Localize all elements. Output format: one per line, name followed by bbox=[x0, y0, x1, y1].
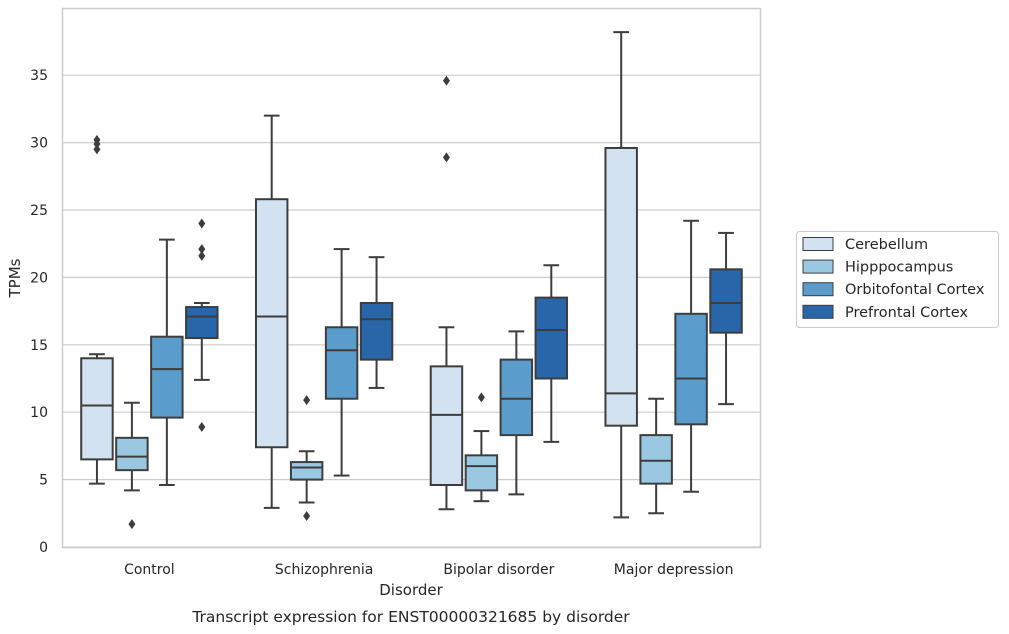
y-axis-ticks: 0 5 10 15 20 25 30 35 bbox=[30, 68, 48, 556]
y-tick-label: 10 bbox=[30, 405, 48, 421]
box bbox=[359, 302, 394, 361]
outlier-point bbox=[93, 134, 101, 145]
box-plot bbox=[604, 31, 638, 519]
legend-swatch bbox=[802, 237, 834, 251]
box bbox=[499, 358, 534, 437]
box bbox=[185, 306, 219, 340]
legend-items: Cerebellum Hipppocampus Orbitofontal Corte… bbox=[802, 237, 985, 321]
box-plot bbox=[185, 218, 219, 433]
outlier-point bbox=[198, 250, 206, 261]
outlier-point bbox=[477, 392, 485, 403]
y-tick-label: 15 bbox=[30, 338, 48, 354]
x-axis-ticks: Control Schizophrenia Bipolar disorder Majo… bbox=[124, 562, 733, 578]
box bbox=[709, 268, 743, 334]
legend-label: Cerebellum bbox=[845, 237, 928, 253]
box-plot bbox=[534, 264, 569, 443]
x-tick-label: Schizophrenia bbox=[275, 562, 373, 578]
box bbox=[429, 365, 464, 486]
chart-caption: Transcript expression for ENST0000032168… bbox=[191, 608, 630, 626]
box-plot bbox=[254, 114, 289, 509]
box bbox=[604, 146, 638, 427]
y-tick-label: 20 bbox=[30, 270, 48, 286]
outlier-point bbox=[303, 395, 311, 406]
y-tick-label: 30 bbox=[30, 136, 48, 152]
y-axis-label: TPMs bbox=[6, 258, 24, 298]
outlier-point bbox=[198, 218, 206, 229]
outlier-point bbox=[93, 144, 101, 155]
legend-label: Orbitofontal Cortex bbox=[845, 282, 985, 298]
box bbox=[289, 461, 324, 481]
x-tick-label: Major depression bbox=[614, 562, 734, 578]
box bbox=[150, 335, 184, 419]
box-plot bbox=[429, 75, 464, 511]
box bbox=[254, 198, 289, 449]
outlier-point bbox=[442, 75, 450, 86]
box bbox=[534, 296, 569, 380]
legend-item: Hipppocampus bbox=[802, 259, 953, 276]
legend-label: Hipppocampus bbox=[845, 260, 953, 276]
plot-area-frame bbox=[61, 7, 762, 549]
legend-swatch bbox=[802, 259, 834, 274]
legend-frame bbox=[796, 231, 999, 328]
box-plot bbox=[324, 248, 359, 477]
box-plot bbox=[289, 395, 324, 521]
legend-swatch bbox=[802, 304, 834, 319]
x-tick-label: Control bbox=[124, 562, 175, 578]
y-tick-label: 35 bbox=[30, 68, 48, 84]
box-plot bbox=[499, 330, 534, 496]
y-tick-label: 0 bbox=[39, 540, 48, 556]
outlier-point bbox=[198, 422, 206, 433]
box bbox=[464, 454, 499, 492]
box bbox=[639, 434, 673, 485]
box-plot bbox=[80, 134, 114, 485]
box bbox=[324, 326, 359, 400]
legend-label: Prefrontal Cortex bbox=[845, 305, 968, 321]
box-plot bbox=[359, 256, 394, 389]
outlier-point bbox=[303, 510, 311, 521]
x-axis-label: Disorder bbox=[379, 581, 443, 599]
box-plot bbox=[464, 392, 499, 503]
box-plot bbox=[674, 219, 708, 493]
box bbox=[674, 312, 708, 426]
x-tick-label: Bipolar disorder bbox=[443, 562, 554, 578]
box-plot bbox=[639, 397, 673, 515]
y-tick-label: 5 bbox=[39, 473, 48, 489]
box bbox=[115, 436, 149, 472]
legend-item: Cerebellum bbox=[802, 237, 928, 253]
legend-item: Prefrontal Cortex bbox=[802, 304, 968, 321]
box-plot bbox=[150, 238, 184, 486]
legend-item: Orbitofontal Cortex bbox=[802, 282, 985, 298]
legend: Cerebellum Hipppocampus Orbitofontal Corte… bbox=[796, 231, 999, 328]
outlier-point bbox=[442, 152, 450, 163]
box-plot bbox=[709, 231, 743, 406]
box-plot bbox=[115, 401, 149, 530]
box-plots bbox=[80, 31, 743, 530]
legend-swatch bbox=[802, 282, 834, 297]
outlier-point bbox=[198, 244, 206, 255]
outlier-point bbox=[128, 519, 136, 530]
y-tick-label: 25 bbox=[30, 203, 48, 219]
box bbox=[80, 357, 114, 461]
